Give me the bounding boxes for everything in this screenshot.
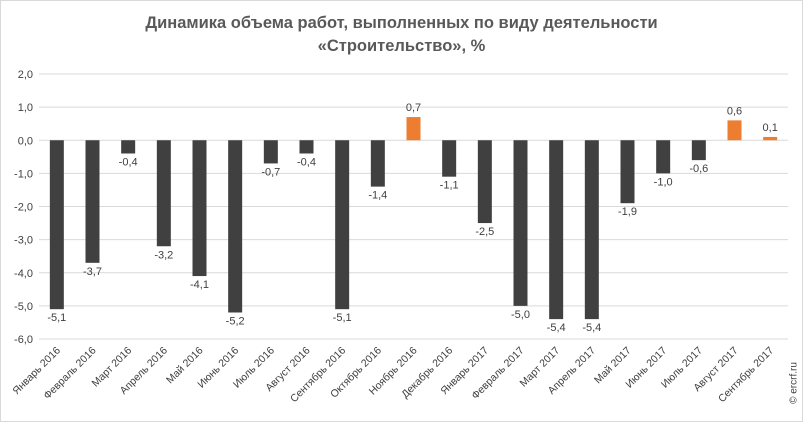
chart-title-line-1: Динамика объема работ, выполненных по ви…	[145, 14, 658, 32]
data-label: 0,7	[406, 102, 421, 114]
bar	[549, 140, 564, 320]
data-label: -0,4	[297, 157, 316, 169]
bar	[763, 136, 778, 141]
data-label: -0,7	[261, 166, 280, 178]
data-label: -1,4	[368, 190, 387, 202]
bar	[192, 140, 207, 277]
data-label: -3,7	[83, 266, 102, 278]
y-tick-label: 0,0	[18, 135, 33, 147]
bar	[691, 140, 706, 161]
bar	[620, 140, 635, 204]
y-tick-label: -3,0	[14, 235, 33, 247]
y-tick-label: -4,0	[14, 268, 33, 280]
bar	[727, 120, 742, 141]
data-label: 0,6	[727, 105, 742, 117]
chart-title-line-2: «Строительство», %	[317, 37, 486, 55]
watermark-text: © ercrf.ru	[788, 362, 800, 404]
data-label: 0,1	[763, 122, 778, 134]
bar	[335, 140, 350, 310]
bar	[121, 140, 136, 154]
bar	[477, 140, 492, 224]
data-label: -1,9	[618, 206, 637, 218]
y-tick-label: 2,0	[18, 69, 33, 81]
bar	[263, 140, 278, 164]
y-tick-label: -2,0	[14, 202, 33, 214]
bar	[299, 140, 314, 154]
y-tick-label: -1,0	[14, 168, 33, 180]
data-label: -5,4	[547, 322, 566, 334]
data-label: -2,5	[475, 226, 494, 238]
bar	[656, 140, 671, 174]
bar	[584, 140, 599, 320]
data-label: -5,1	[333, 312, 352, 324]
data-label: -5,2	[226, 316, 245, 328]
watermark: © ercrf.ru	[786, 353, 802, 413]
bar	[156, 140, 171, 247]
bar	[370, 140, 385, 187]
bar	[406, 117, 421, 141]
chart-title: Динамика объема работ, выполненных по ви…	[1, 12, 802, 58]
bar	[85, 140, 100, 263]
data-label: -5,0	[511, 309, 530, 321]
bar	[442, 140, 457, 177]
data-label: -5,4	[582, 322, 601, 334]
data-label: -4,1	[190, 279, 209, 291]
y-tick-label: 1,0	[18, 102, 33, 114]
bar	[228, 140, 243, 313]
data-label: -3,2	[154, 249, 173, 261]
y-tick-label: -5,0	[14, 301, 33, 313]
bar	[49, 140, 64, 310]
data-label: -1,0	[654, 176, 673, 188]
data-label: -0,4	[119, 157, 138, 169]
bar	[513, 140, 528, 306]
y-tick-label: -6,0	[14, 334, 33, 346]
data-label: -1,1	[440, 180, 459, 192]
data-label: -5,1	[47, 312, 66, 324]
data-label: -0,6	[689, 163, 708, 175]
